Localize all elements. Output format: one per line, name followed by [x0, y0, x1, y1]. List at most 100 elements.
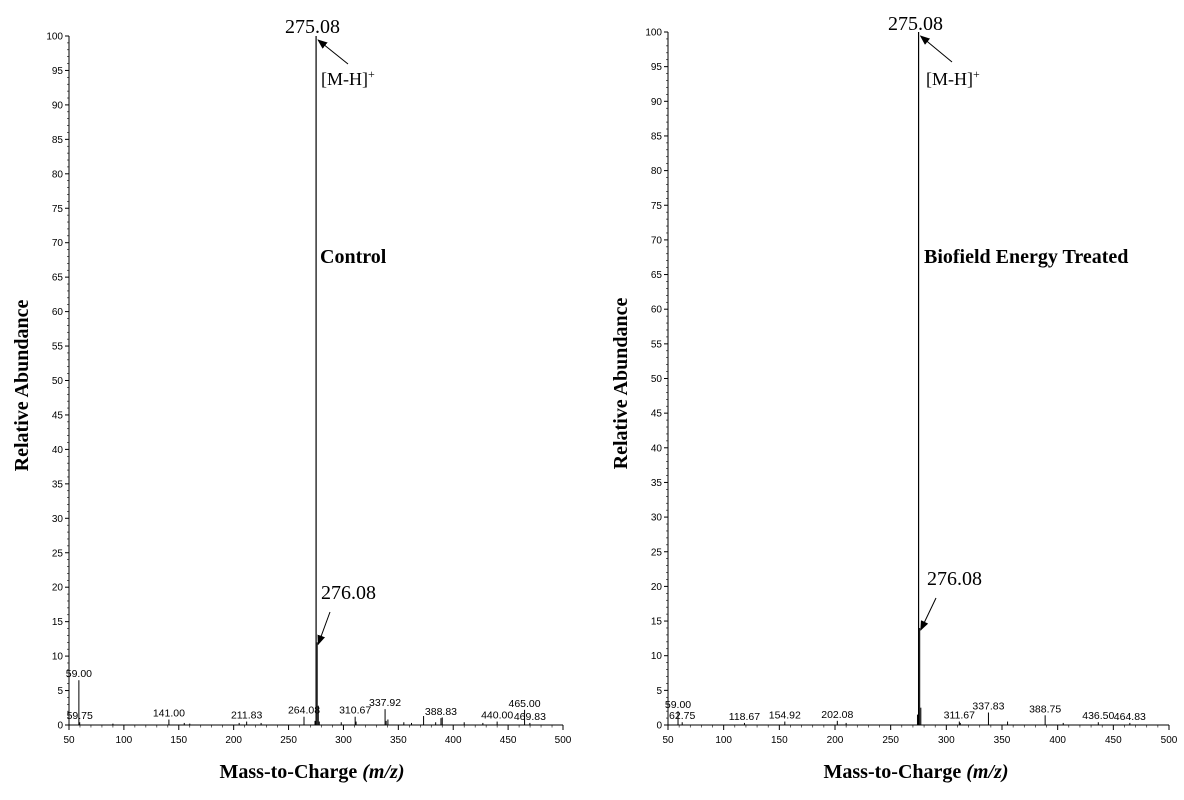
x-tick-label: 450	[1105, 735, 1122, 746]
x-axis-title: Mass-to-Charge (m/z)	[220, 761, 405, 783]
y-tick-label: 0	[57, 721, 63, 732]
x-tick-label: 50	[662, 735, 674, 746]
y-tick-label: 65	[52, 273, 64, 284]
peak-label: 141.00	[153, 707, 185, 719]
y-tick-label: 100	[46, 32, 63, 43]
y-tick-label: 70	[52, 238, 64, 249]
panel-title: Biofield Energy Treated	[924, 246, 1128, 268]
y-tick-label: 5	[57, 686, 63, 697]
y-tick-label: 90	[52, 100, 64, 111]
peak-label: 337.92	[369, 697, 401, 709]
y-tick-label: 80	[651, 166, 663, 177]
peak-label: 311.67	[944, 710, 975, 722]
isotope-peak-label: 276.08	[321, 582, 376, 604]
x-tick-label: 500	[555, 735, 572, 746]
y-tick-label: 30	[651, 513, 663, 524]
peak-label: 464.83	[1114, 711, 1146, 723]
peak-label: 202.08	[821, 709, 853, 721]
x-tick-label: 350	[390, 735, 407, 746]
y-tick-label: 80	[52, 169, 64, 180]
base-peak-arrow	[317, 39, 349, 65]
y-tick-label: 25	[52, 548, 64, 559]
y-tick-label: 15	[52, 617, 64, 628]
y-tick-label: 50	[651, 374, 663, 385]
y-tick-label: 90	[651, 97, 663, 108]
x-tick-label: 150	[170, 735, 187, 746]
y-axis-title: Relative Abundance	[11, 300, 33, 472]
x-tick-label: 300	[938, 735, 955, 746]
x-tick-label: 50	[63, 735, 75, 746]
y-tick-label: 60	[52, 307, 64, 318]
y-tick-label: 70	[651, 235, 663, 246]
y-tick-label: 20	[651, 582, 663, 593]
y-tick-label: 5	[656, 686, 662, 697]
spectrum-panel-1: 0 5 10 15 20 25 30 35 40 45 50 55 60 65 70 75 80 85 90 95 10…	[11, 16, 572, 783]
peak-label: 388.75	[1029, 703, 1061, 715]
isotope-peak-label: 276.08	[927, 568, 982, 590]
base-peak-label: 275.08	[285, 16, 340, 38]
x-tick-label: 400	[1049, 735, 1066, 746]
y-tick-label: 85	[52, 135, 64, 146]
x-tick-label: 250	[280, 735, 297, 746]
base-peak-arrow	[919, 35, 953, 63]
y-tick-label: 35	[52, 479, 64, 490]
y-tick-label: 40	[651, 443, 663, 454]
y-tick-label: 15	[651, 617, 663, 628]
y-tick-label: 65	[651, 270, 663, 281]
x-tick-label: 500	[1161, 735, 1178, 746]
y-tick-label: 0	[656, 721, 662, 732]
peak-label: 118.67	[729, 711, 760, 723]
y-tick-label: 40	[52, 445, 64, 456]
x-tick-label: 150	[771, 735, 788, 746]
x-tick-label: 100	[715, 735, 732, 746]
peak-label: 264.08	[288, 705, 320, 717]
peak-label: 388.83	[425, 706, 457, 718]
y-tick-label: 95	[651, 62, 663, 73]
y-tick-label: 25	[651, 547, 663, 558]
y-tick-label: 10	[651, 651, 663, 662]
peak-label: 211.83	[231, 710, 262, 722]
peak-label: 337.83	[972, 701, 1004, 713]
y-tick-label: 95	[52, 66, 64, 77]
peak-label: 154.92	[769, 710, 801, 722]
isotope-peak-arrow	[920, 597, 937, 631]
peak-label: 310.67	[339, 705, 371, 717]
peak-label: 62.75	[669, 710, 695, 722]
x-tick-label: 300	[335, 735, 352, 746]
peak-label: 59.00	[665, 699, 691, 711]
y-tick-label: 55	[52, 342, 64, 353]
ion-label: [M-H]+	[926, 67, 980, 89]
x-tick-label: 450	[500, 735, 517, 746]
ion-label: [M-H]+	[321, 67, 375, 89]
peak-label: 436.50	[1082, 710, 1114, 722]
base-peak-label: 275.08	[888, 13, 943, 35]
y-tick-label: 60	[651, 305, 663, 316]
peak-label: 59.75	[67, 710, 93, 722]
spectrum-panel-2: 0 5 10 15 20 25 30 35 40 45 50 55 60 65 70 75 80 85 90 95 10…	[610, 13, 1178, 783]
y-axis-title: Relative Abundance	[610, 298, 632, 470]
peak-label: 469.83	[514, 711, 546, 723]
x-tick-label: 350	[994, 735, 1011, 746]
y-tick-label: 45	[52, 410, 64, 421]
y-tick-label: 85	[651, 131, 663, 142]
y-tick-label: 45	[651, 409, 663, 420]
y-tick-label: 75	[52, 204, 64, 215]
x-tick-label: 250	[882, 735, 899, 746]
y-tick-label: 100	[645, 28, 662, 39]
panel-title: Control	[320, 246, 387, 268]
x-axis-title: Mass-to-Charge (m/z)	[824, 761, 1009, 783]
y-tick-label: 10	[52, 652, 64, 663]
x-tick-label: 200	[225, 735, 242, 746]
y-tick-label: 20	[52, 583, 64, 594]
y-tick-label: 75	[651, 201, 663, 212]
y-tick-label: 55	[651, 339, 663, 350]
peak-label: 465.00	[509, 698, 541, 710]
x-tick-label: 400	[445, 735, 462, 746]
isotope-peak-arrow	[317, 611, 331, 646]
y-tick-label: 50	[52, 376, 64, 387]
y-tick-label: 30	[52, 514, 64, 525]
x-tick-label: 100	[116, 735, 133, 746]
y-tick-label: 35	[651, 478, 663, 489]
peak-label: 59.00	[66, 668, 92, 680]
